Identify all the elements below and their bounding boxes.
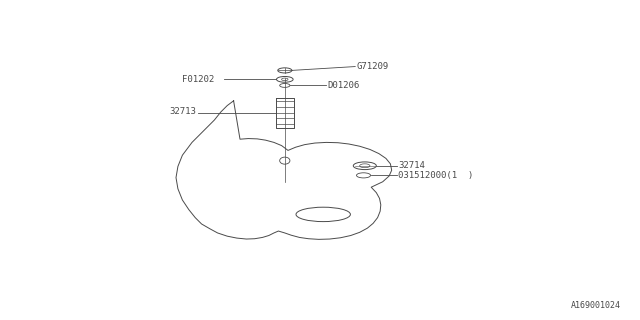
Text: G71209: G71209 (356, 62, 388, 71)
Text: F01202: F01202 (182, 75, 214, 84)
Text: 031512000(1  ): 031512000(1 ) (398, 171, 474, 180)
Text: A169001024: A169001024 (571, 301, 621, 310)
Text: 32714: 32714 (398, 161, 425, 170)
Text: D01206: D01206 (328, 81, 360, 90)
Text: 32713: 32713 (170, 107, 196, 116)
